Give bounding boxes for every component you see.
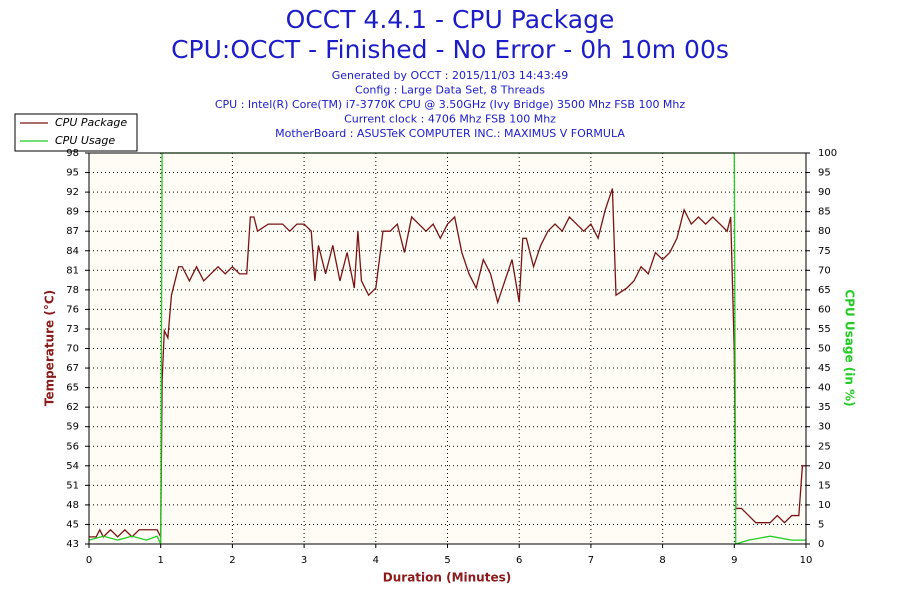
y2-tick-label: 75 [818,246,831,257]
legend-label: CPU Package [55,116,127,129]
info-line: CPU : Intel(R) Core(TM) i7-3770K CPU @ 3… [215,98,686,111]
y2-tick-label: 25 [818,441,831,452]
series-line [89,188,806,538]
y2-tick-label: 30 [818,422,831,433]
y-tick-label: 98 [66,148,79,159]
chart-title: OCCT 4.4.1 - CPU Package [286,5,615,34]
y2-tick-label: 60 [818,304,831,315]
y-tick-label: 70 [66,344,79,355]
y2-tick-label: 100 [818,148,837,159]
info-block: Generated by OCCT : 2015/11/03 14:43:49 C… [215,69,686,140]
y-tick-label: 95 [66,168,79,179]
y-tick-label: 89 [66,207,79,218]
x-tick-label: 8 [659,555,665,566]
info-line: MotherBoard : ASUSTeK COMPUTER INC.: MAX… [275,127,625,140]
y-tick-label: 78 [66,285,79,296]
x-tick-label: 9 [731,555,737,566]
y2-tick-label: 85 [818,207,831,218]
y-tick-label: 59 [66,422,79,433]
y2-tick-label: 5 [818,519,824,530]
y-tick-label: 54 [66,461,79,472]
x-tick-label: 0 [86,555,92,566]
y2-tick-label: 65 [818,285,831,296]
plot-area [89,153,806,544]
y2-tick-label: 95 [818,168,831,179]
y-tick-label: 67 [66,363,79,374]
y-tick-label: 73 [66,324,79,335]
x-tick-label: 1 [158,555,164,566]
x-tick-label: 3 [301,555,307,566]
y-tick-label: 45 [66,519,79,530]
y-tick-label: 51 [66,480,79,491]
info-line: Config : Large Data Set, 8 Threads [355,84,545,97]
y-tick-label: 87 [66,226,79,237]
y-tick-label: 56 [66,441,79,452]
y-tick-label: 84 [66,246,79,257]
y-axis-label: Temperature (°C) [43,290,57,406]
info-line: Generated by OCCT : 2015/11/03 14:43:49 [332,69,569,82]
y2-tick-label: 10 [818,500,831,511]
y2-tick-label: 20 [818,461,831,472]
x-tick-label: 7 [588,555,594,566]
chart-subtitle: CPU:OCCT - Finished - No Error - 0h 10m … [171,35,729,64]
lines [88,152,806,545]
y2-tick-label: 70 [818,265,831,276]
plot-frame [88,152,807,545]
series-line [88,152,806,545]
y2-tick-label: 50 [818,344,831,355]
x-tick-label: 4 [373,555,379,566]
legend: CPU Package CPU Usage [14,113,138,152]
y2-tick-label: 80 [818,226,831,237]
y2-tick-label: 55 [818,324,831,335]
info-line: Current clock : 4706 Mhz FSB 100 Mhz [344,113,556,126]
y-tick-label: 62 [66,402,79,413]
y-tick-label: 92 [66,187,79,198]
grid [85,152,810,548]
x-tick-label: 6 [516,555,522,566]
legend-label: CPU Usage [55,134,115,147]
y2-tick-label: 0 [818,539,824,550]
y-tick-label: 65 [66,383,79,394]
y2-tick-label: 15 [818,480,831,491]
y2-tick-label: 35 [818,402,831,413]
y2-tick-label: 45 [818,363,831,374]
x-tick-label: 5 [444,555,450,566]
y-tick-label: 43 [66,539,79,550]
y-tick-label: 76 [66,304,79,315]
y-tick-label: 81 [66,265,79,276]
y2-tick-label: 40 [818,383,831,394]
x-tick-label: 10 [800,555,813,566]
y2-tick-label: 90 [818,187,831,198]
y2-axis-label: CPU Usage (in %) [843,289,857,406]
x-axis-label: Duration (Minutes) [383,571,511,585]
legend-box [14,113,138,152]
x-tick-label: 2 [229,555,235,566]
y-tick-label: 48 [66,500,79,511]
